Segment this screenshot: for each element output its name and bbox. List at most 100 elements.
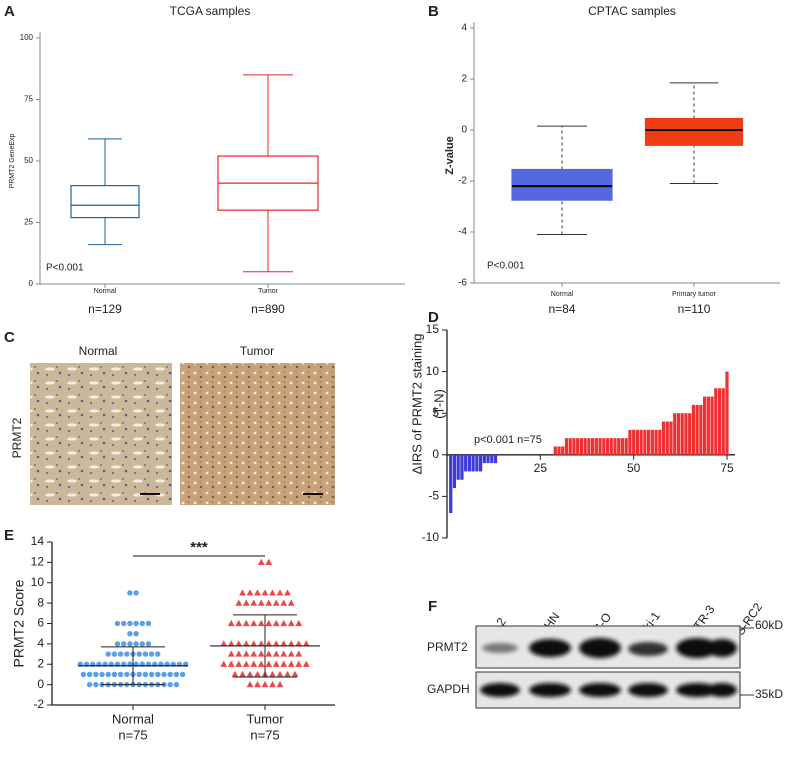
data-point — [93, 671, 99, 678]
bar — [602, 438, 606, 455]
n-label: n=75 — [118, 727, 147, 742]
y-tick-label: 0 — [29, 279, 34, 288]
data-point — [257, 640, 265, 647]
bar — [661, 421, 666, 455]
data-point — [280, 640, 288, 647]
bar — [479, 454, 483, 472]
data-point — [284, 589, 291, 596]
bar — [673, 413, 677, 455]
bar — [624, 438, 628, 455]
band — [707, 639, 737, 657]
y-tick-label: -2 — [33, 697, 44, 711]
significance: *** — [190, 539, 208, 556]
y-tick-label: 10 — [31, 575, 45, 589]
bar — [452, 454, 457, 489]
data-point — [86, 681, 93, 688]
y-tick-label: 50 — [24, 156, 33, 165]
box — [511, 168, 613, 201]
x-tick-label: Normal — [551, 291, 574, 298]
bar — [576, 438, 580, 455]
data-point — [272, 660, 280, 667]
bar — [594, 438, 598, 455]
y-tick-label: 2 — [37, 656, 44, 670]
x-tick-label: 25 — [534, 461, 548, 475]
data-point — [261, 681, 269, 688]
bar — [680, 413, 684, 455]
x-tick-label: 50 — [627, 461, 641, 475]
row-label: GAPDH — [427, 682, 470, 696]
data-point — [111, 651, 118, 657]
bar — [669, 421, 673, 455]
data-point — [80, 671, 87, 678]
data-point — [302, 640, 310, 647]
data-point — [124, 651, 130, 657]
data-point — [133, 641, 139, 647]
data-point — [287, 640, 295, 647]
data-point — [155, 671, 161, 678]
data-point — [254, 589, 261, 596]
data-point — [276, 589, 284, 596]
bar — [449, 454, 453, 514]
bar — [456, 454, 460, 480]
data-point — [235, 650, 243, 657]
data-point — [280, 599, 288, 606]
bar — [467, 454, 471, 472]
data-point — [105, 651, 111, 657]
data-point — [124, 671, 130, 678]
y-tick-label: 4 — [37, 636, 44, 650]
band — [579, 638, 621, 658]
ihc-image — [30, 363, 172, 505]
data-point — [117, 651, 124, 657]
row-label: PRMT2 — [427, 640, 468, 654]
bar — [710, 396, 714, 455]
annotation: p<0.001 n=75 — [474, 434, 542, 446]
band — [676, 683, 718, 697]
bar — [460, 454, 464, 480]
bar — [684, 413, 688, 455]
data-point — [265, 640, 273, 647]
data-point — [287, 650, 295, 657]
bar — [717, 388, 722, 455]
y-tick-label: 12 — [31, 555, 45, 569]
bar — [654, 429, 658, 455]
data-point — [227, 640, 235, 647]
bar — [628, 429, 632, 455]
box — [70, 185, 140, 219]
band — [529, 639, 571, 657]
x-tick-label: Primary tumor — [672, 291, 717, 298]
bar — [658, 429, 662, 455]
data-point — [173, 681, 180, 688]
bar — [650, 429, 654, 455]
band — [480, 683, 520, 697]
data-point — [254, 670, 261, 678]
data-point — [231, 670, 239, 678]
bar — [486, 454, 490, 464]
data-point — [235, 599, 243, 606]
y-tick-label: -4 — [458, 227, 467, 238]
data-point — [302, 660, 310, 667]
x-tick-label: Normal — [112, 711, 154, 726]
y-tick-label: 4 — [461, 23, 467, 34]
y-tick-label: 75 — [24, 95, 33, 104]
bar — [620, 438, 625, 455]
data-point — [105, 671, 111, 678]
data-point — [265, 619, 273, 627]
y-tick-label: 8 — [37, 595, 44, 609]
column-label: Normal — [79, 344, 118, 358]
data-point — [127, 620, 133, 627]
y-tick-label: 0 — [432, 447, 439, 461]
data-point — [269, 589, 276, 596]
bar — [695, 404, 699, 455]
chart-title: TCGA samples — [170, 4, 251, 18]
y-tick-label: 100 — [20, 33, 34, 42]
bar — [598, 438, 602, 455]
data-point — [250, 650, 258, 657]
data-point — [93, 681, 99, 688]
n-label: n=110 — [678, 302, 711, 316]
size-marker: 35kD — [755, 687, 783, 701]
bar — [464, 454, 468, 472]
panel-letter: A — [4, 3, 15, 20]
bar — [703, 396, 707, 455]
y-tick-label: -10 — [422, 530, 440, 544]
